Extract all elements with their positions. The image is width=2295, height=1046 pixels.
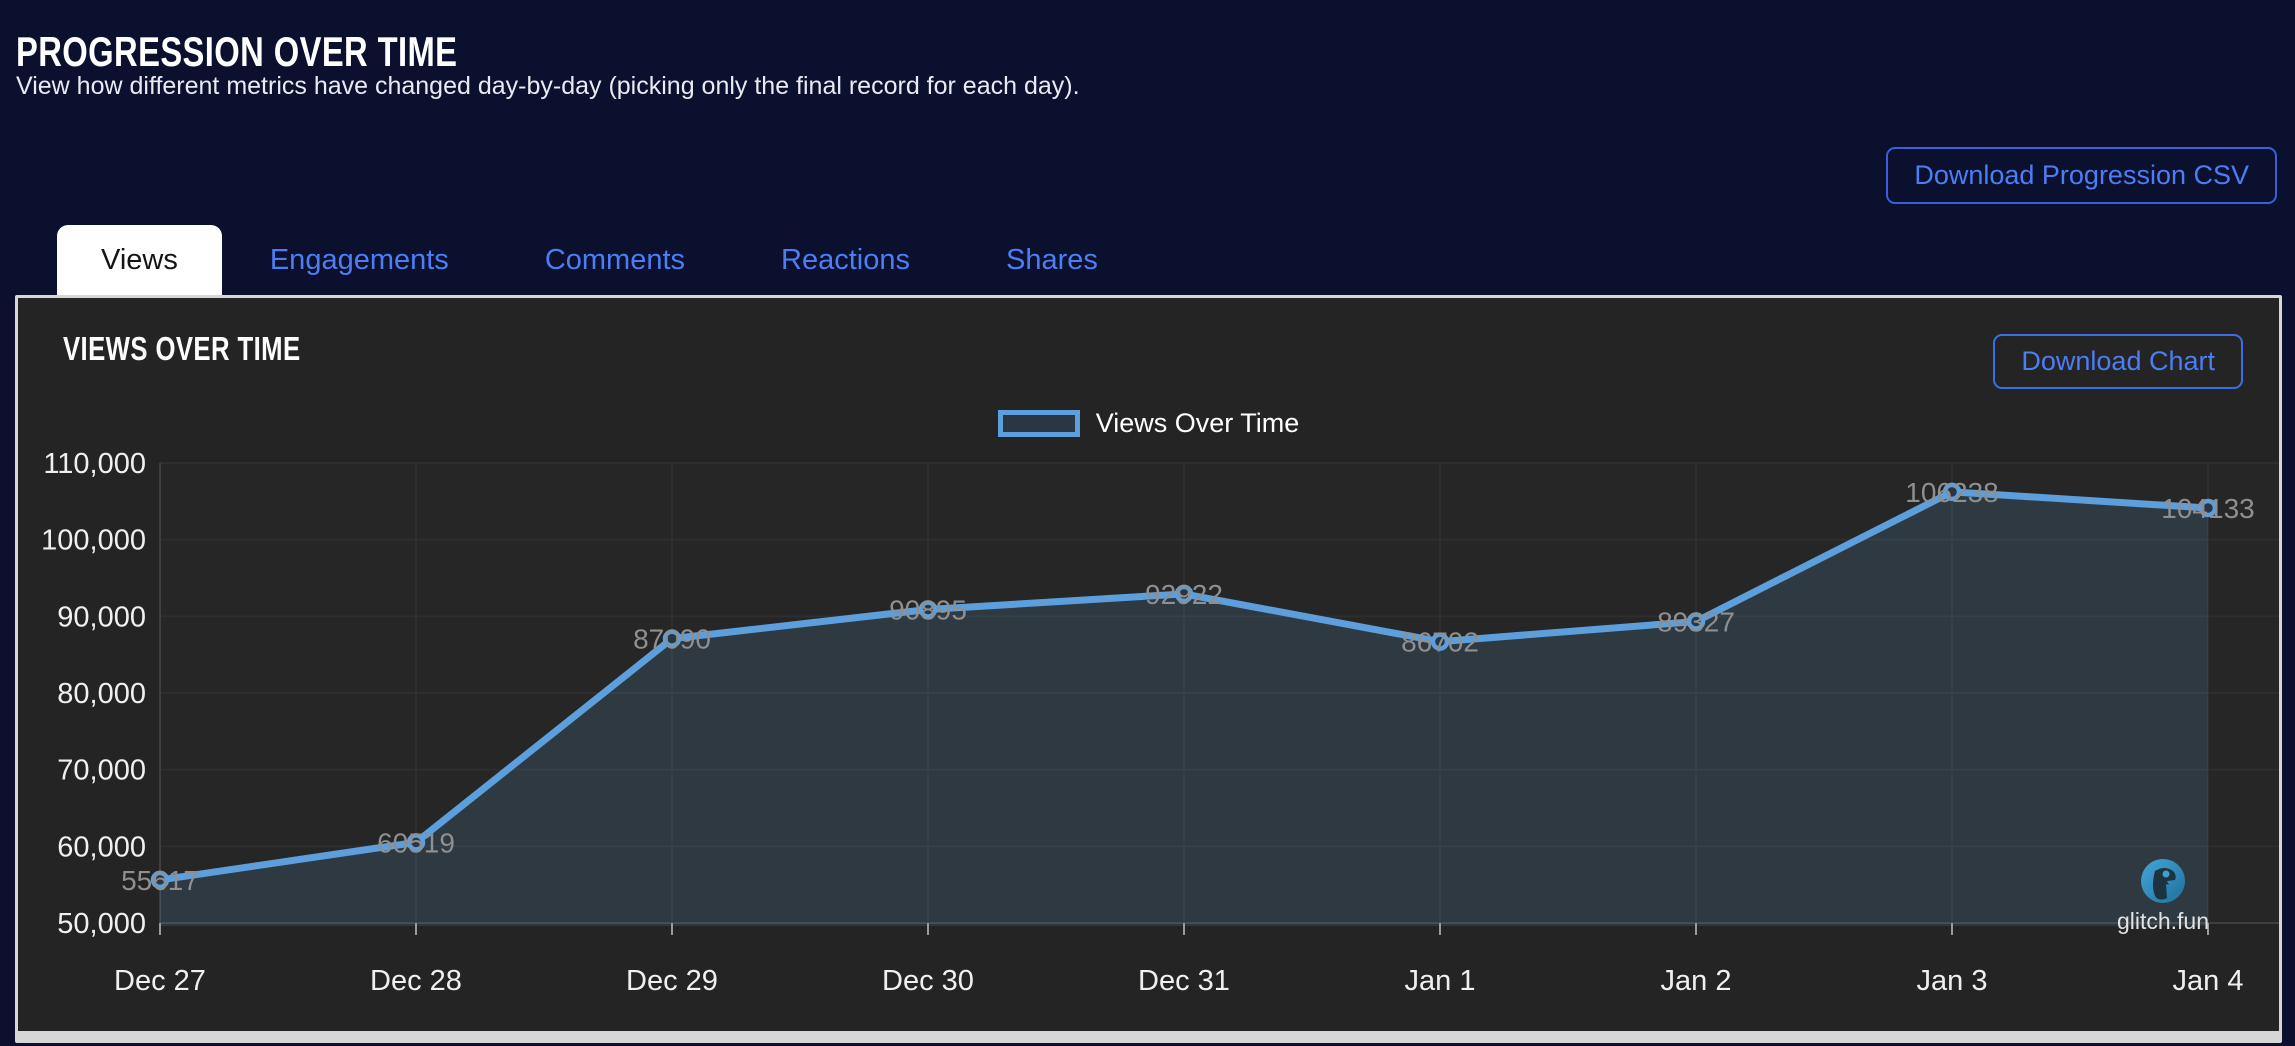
- svg-text:90895: 90895: [889, 594, 967, 625]
- svg-text:Dec 28: Dec 28: [370, 965, 462, 997]
- tab-comments[interactable]: Comments: [544, 243, 686, 276]
- svg-text:86702: 86702: [1401, 627, 1479, 658]
- svg-text:60,000: 60,000: [57, 831, 146, 863]
- svg-text:50,000: 50,000: [57, 908, 146, 940]
- chart-panel: VIEWS OVER TIME Download Chart Views Ove…: [15, 295, 2282, 1043]
- svg-text:60519: 60519: [377, 827, 455, 858]
- page-subtitle: View how different metrics have changed …: [16, 72, 1080, 100]
- svg-text:90,000: 90,000: [57, 601, 146, 633]
- svg-text:Dec 31: Dec 31: [1138, 965, 1230, 997]
- svg-text:70,000: 70,000: [57, 755, 146, 787]
- page-title: PROGRESSION OVER TIME: [16, 28, 458, 76]
- svg-text:106238: 106238: [1905, 477, 1998, 508]
- svg-text:104133: 104133: [2161, 493, 2254, 524]
- metric-tabs: Views Engagements Comments Reactions Shares: [57, 225, 1146, 295]
- svg-text:Jan 1: Jan 1: [1405, 965, 1476, 997]
- watermark-text: glitch.fun: [2116, 908, 2209, 934]
- views-over-time-line-chart: 50,000 60,000 70,000 80,000 90,000 100,000 110…: [41, 448, 2279, 997]
- svg-text:80,000: 80,000: [57, 678, 146, 710]
- svg-text:89327: 89327: [1657, 606, 1735, 637]
- svg-text:Dec 30: Dec 30: [882, 965, 974, 997]
- tab-engagements[interactable]: Engagements: [269, 243, 449, 276]
- svg-text:55617: 55617: [121, 865, 199, 896]
- svg-text:100,000: 100,000: [41, 525, 146, 557]
- download-chart-button[interactable]: Download Chart: [1993, 334, 2243, 389]
- svg-text:Dec 29: Dec 29: [626, 965, 718, 997]
- tab-shares[interactable]: Shares: [1005, 243, 1098, 276]
- chart-title: VIEWS OVER TIME: [63, 330, 301, 367]
- watermark: glitch.fun: [2117, 857, 2209, 935]
- svg-text:110,000: 110,000: [43, 448, 146, 480]
- svg-text:Jan 3: Jan 3: [1917, 965, 1988, 997]
- svg-text:87090: 87090: [633, 624, 711, 655]
- svg-text:Jan 4: Jan 4: [2173, 965, 2244, 997]
- tab-reactions[interactable]: Reactions: [781, 243, 910, 276]
- svg-text:Jan 2: Jan 2: [1661, 965, 1732, 997]
- svg-text:Dec 27: Dec 27: [114, 965, 206, 997]
- tab-views[interactable]: Views: [57, 225, 222, 295]
- legend-label: Views Over Time: [1095, 408, 1300, 438]
- svg-text:92922: 92922: [1145, 579, 1223, 610]
- legend-swatch-icon: [997, 410, 1080, 437]
- chart-legend[interactable]: Views Over Time: [18, 408, 2279, 439]
- glitchfun-logo-icon: [2140, 859, 2185, 903]
- download-progression-csv-button[interactable]: Download Progression CSV: [1886, 147, 2277, 204]
